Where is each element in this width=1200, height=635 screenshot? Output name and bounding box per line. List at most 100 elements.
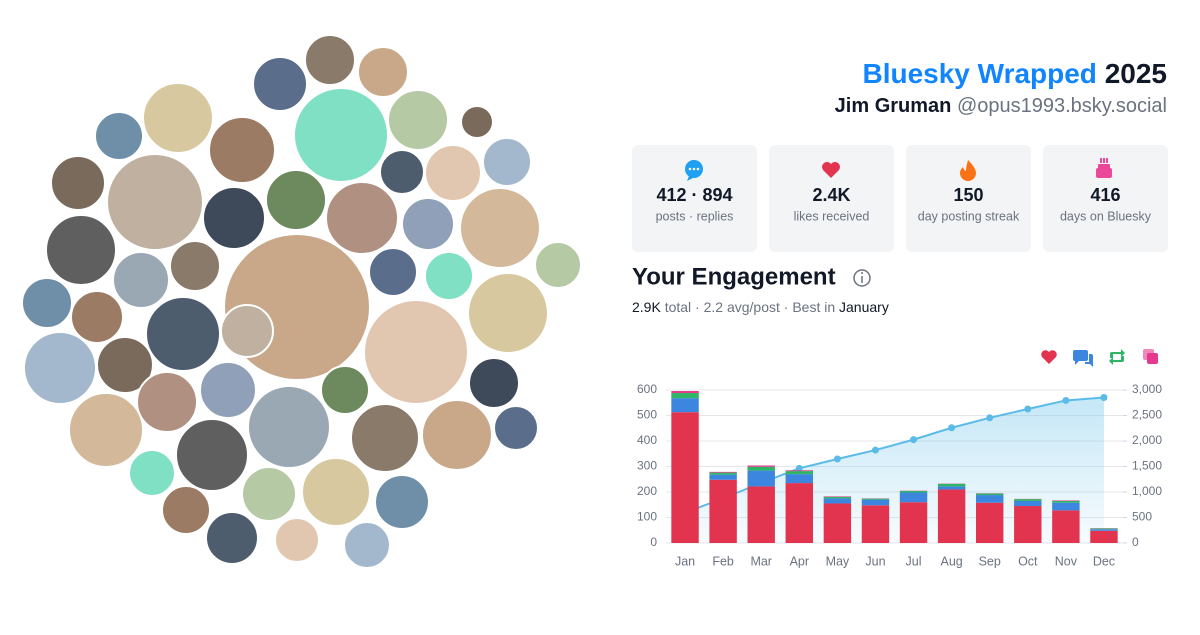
avatar: [369, 248, 417, 296]
legend-quotes: [1147, 353, 1158, 364]
user-name: Jim Gruman: [835, 95, 952, 117]
y2-tick-label: 0: [1132, 535, 1139, 549]
bar-segment: [747, 465, 774, 466]
y2-tick-label: 2,500: [1132, 408, 1162, 422]
x-tick-label: Oct: [1018, 554, 1038, 568]
avatar: [364, 300, 468, 404]
avatar: [425, 145, 481, 201]
bar-segment: [824, 497, 851, 499]
x-tick-label: Jun: [865, 554, 885, 568]
avatar: [113, 252, 169, 308]
bar-segment: [1052, 501, 1079, 503]
avatar: [294, 88, 388, 182]
avatar: [266, 170, 326, 230]
bar-segment: [1052, 503, 1079, 511]
bar-segment: [1052, 510, 1079, 543]
summary-best: January: [839, 299, 889, 315]
bar-segment: [671, 393, 698, 398]
y-tick-label: 200: [637, 484, 657, 498]
line-point: [910, 436, 917, 443]
avatar: [535, 242, 581, 288]
bar-segment: [709, 473, 736, 475]
line-point: [872, 447, 879, 454]
legend-replies: [1073, 350, 1093, 367]
avatar-cloud: [22, 35, 581, 568]
bar-segment: [709, 475, 736, 480]
avatar: [22, 278, 72, 328]
avatar: [137, 372, 197, 432]
bar-segment: [938, 486, 965, 489]
bar-segment: [1090, 528, 1117, 529]
bar-segment: [747, 471, 774, 487]
avatar: [469, 358, 519, 408]
summary: 2.9K total · 2.2 avg/post · Best in Janu…: [632, 299, 889, 315]
bar-segment: [1090, 531, 1117, 543]
avatar: [275, 518, 319, 562]
avatar: [460, 188, 540, 268]
bar-segment: [671, 412, 698, 543]
summary-total: 2.9K: [632, 299, 661, 315]
avatar: [380, 150, 424, 194]
bar-segment: [786, 471, 813, 474]
avatar: [203, 187, 265, 249]
avatar: [206, 512, 258, 564]
stat-label: days on Bluesky: [1060, 209, 1152, 223]
bar-segment: [900, 502, 927, 543]
stat-value: 150: [953, 185, 983, 205]
bar-segment: [747, 486, 774, 543]
bar-segment: [1090, 529, 1117, 531]
bar-segment: [976, 495, 1003, 503]
avatar: [425, 252, 473, 300]
stat-value: 2.4K: [812, 185, 850, 205]
avatar: [69, 393, 143, 467]
x-tick-label: Jul: [906, 554, 922, 568]
bar-segment: [786, 483, 813, 543]
bar-segment: [786, 470, 813, 471]
avatar: [494, 406, 538, 450]
bar-segment: [900, 493, 927, 503]
line-point: [986, 414, 993, 421]
chart-title: Your Engagement: [632, 263, 836, 290]
x-tick-label: Nov: [1055, 554, 1078, 568]
avatar: [248, 386, 330, 468]
legend-reposts: [1109, 349, 1125, 365]
bar-segment: [1014, 501, 1041, 506]
avatar: [129, 450, 175, 496]
bar-segment: [862, 499, 889, 500]
avatar: [321, 366, 369, 414]
bar-segment: [709, 472, 736, 473]
x-tick-label: Feb: [712, 554, 734, 568]
stat-label: day posting streak: [918, 209, 1020, 223]
bar-segment: [786, 474, 813, 483]
bar-segment: [976, 503, 1003, 543]
y2-tick-label: 500: [1132, 510, 1152, 524]
title-brand: Bluesky Wrapped: [862, 58, 1096, 89]
bar-segment: [938, 484, 965, 487]
line-point: [1024, 405, 1031, 412]
bar-segment: [747, 467, 774, 471]
stat-label: posts · replies: [656, 209, 734, 223]
bar-segment: [900, 491, 927, 493]
y2-tick-label: 3,000: [1132, 382, 1162, 396]
y-tick-label: 500: [637, 408, 657, 422]
avatar: [176, 419, 248, 491]
x-tick-label: May: [826, 554, 850, 568]
bar-segment: [824, 503, 851, 543]
avatar: [146, 297, 220, 371]
y-tick-label: 400: [637, 433, 657, 447]
avatar: [326, 182, 398, 254]
stat-value: 412 · 894: [656, 185, 732, 205]
avatar: [209, 117, 275, 183]
avatar: [107, 154, 203, 250]
bar-segment: [709, 480, 736, 543]
x-tick-label: Mar: [750, 554, 772, 568]
avatar: [200, 362, 256, 418]
avatar: [351, 404, 419, 472]
avatar: [302, 458, 370, 526]
stat-label: likes received: [794, 209, 870, 223]
info-icon[interactable]: [854, 270, 870, 286]
y2-tick-label: 1,000: [1132, 484, 1162, 498]
stat-value: 416: [1090, 185, 1120, 205]
